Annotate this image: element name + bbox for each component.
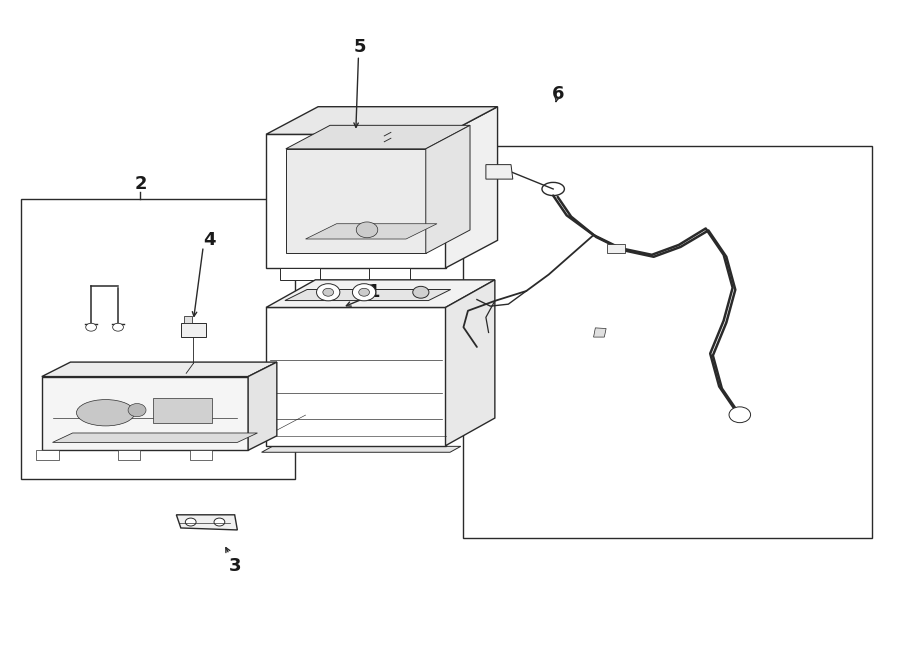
Polygon shape [36, 450, 58, 459]
Polygon shape [176, 515, 238, 530]
Polygon shape [190, 450, 212, 459]
Circle shape [112, 323, 123, 331]
Text: 2: 2 [134, 175, 147, 193]
Polygon shape [486, 165, 513, 179]
Circle shape [323, 288, 334, 296]
Text: 3: 3 [229, 557, 241, 575]
Ellipse shape [76, 400, 135, 426]
Text: 6: 6 [552, 85, 564, 102]
Text: 1: 1 [367, 284, 380, 301]
Polygon shape [286, 149, 426, 253]
Circle shape [317, 284, 340, 301]
Circle shape [413, 286, 429, 298]
Polygon shape [262, 446, 461, 452]
Polygon shape [248, 362, 277, 450]
Polygon shape [266, 134, 446, 268]
Bar [153, 399, 211, 423]
Polygon shape [305, 223, 437, 239]
Polygon shape [118, 450, 140, 459]
Polygon shape [446, 106, 498, 268]
Polygon shape [41, 377, 248, 450]
Polygon shape [426, 126, 470, 253]
Bar [21, 199, 295, 479]
Circle shape [214, 518, 225, 526]
Circle shape [128, 403, 146, 416]
Circle shape [86, 323, 96, 331]
Polygon shape [369, 268, 410, 280]
Polygon shape [266, 106, 498, 134]
Polygon shape [286, 126, 470, 149]
Bar [184, 316, 193, 323]
Text: 4: 4 [203, 231, 216, 249]
Polygon shape [41, 362, 277, 377]
Bar [464, 146, 872, 538]
Polygon shape [446, 280, 495, 446]
Bar [607, 245, 625, 253]
Circle shape [185, 518, 196, 526]
Circle shape [353, 284, 376, 301]
Polygon shape [266, 307, 446, 446]
Text: 5: 5 [354, 38, 366, 56]
Circle shape [729, 407, 751, 422]
Circle shape [356, 222, 378, 238]
Circle shape [359, 288, 370, 296]
Polygon shape [594, 328, 606, 337]
Bar [181, 323, 206, 337]
Polygon shape [52, 433, 257, 442]
Polygon shape [285, 290, 451, 301]
Polygon shape [280, 268, 319, 280]
Polygon shape [266, 280, 495, 307]
